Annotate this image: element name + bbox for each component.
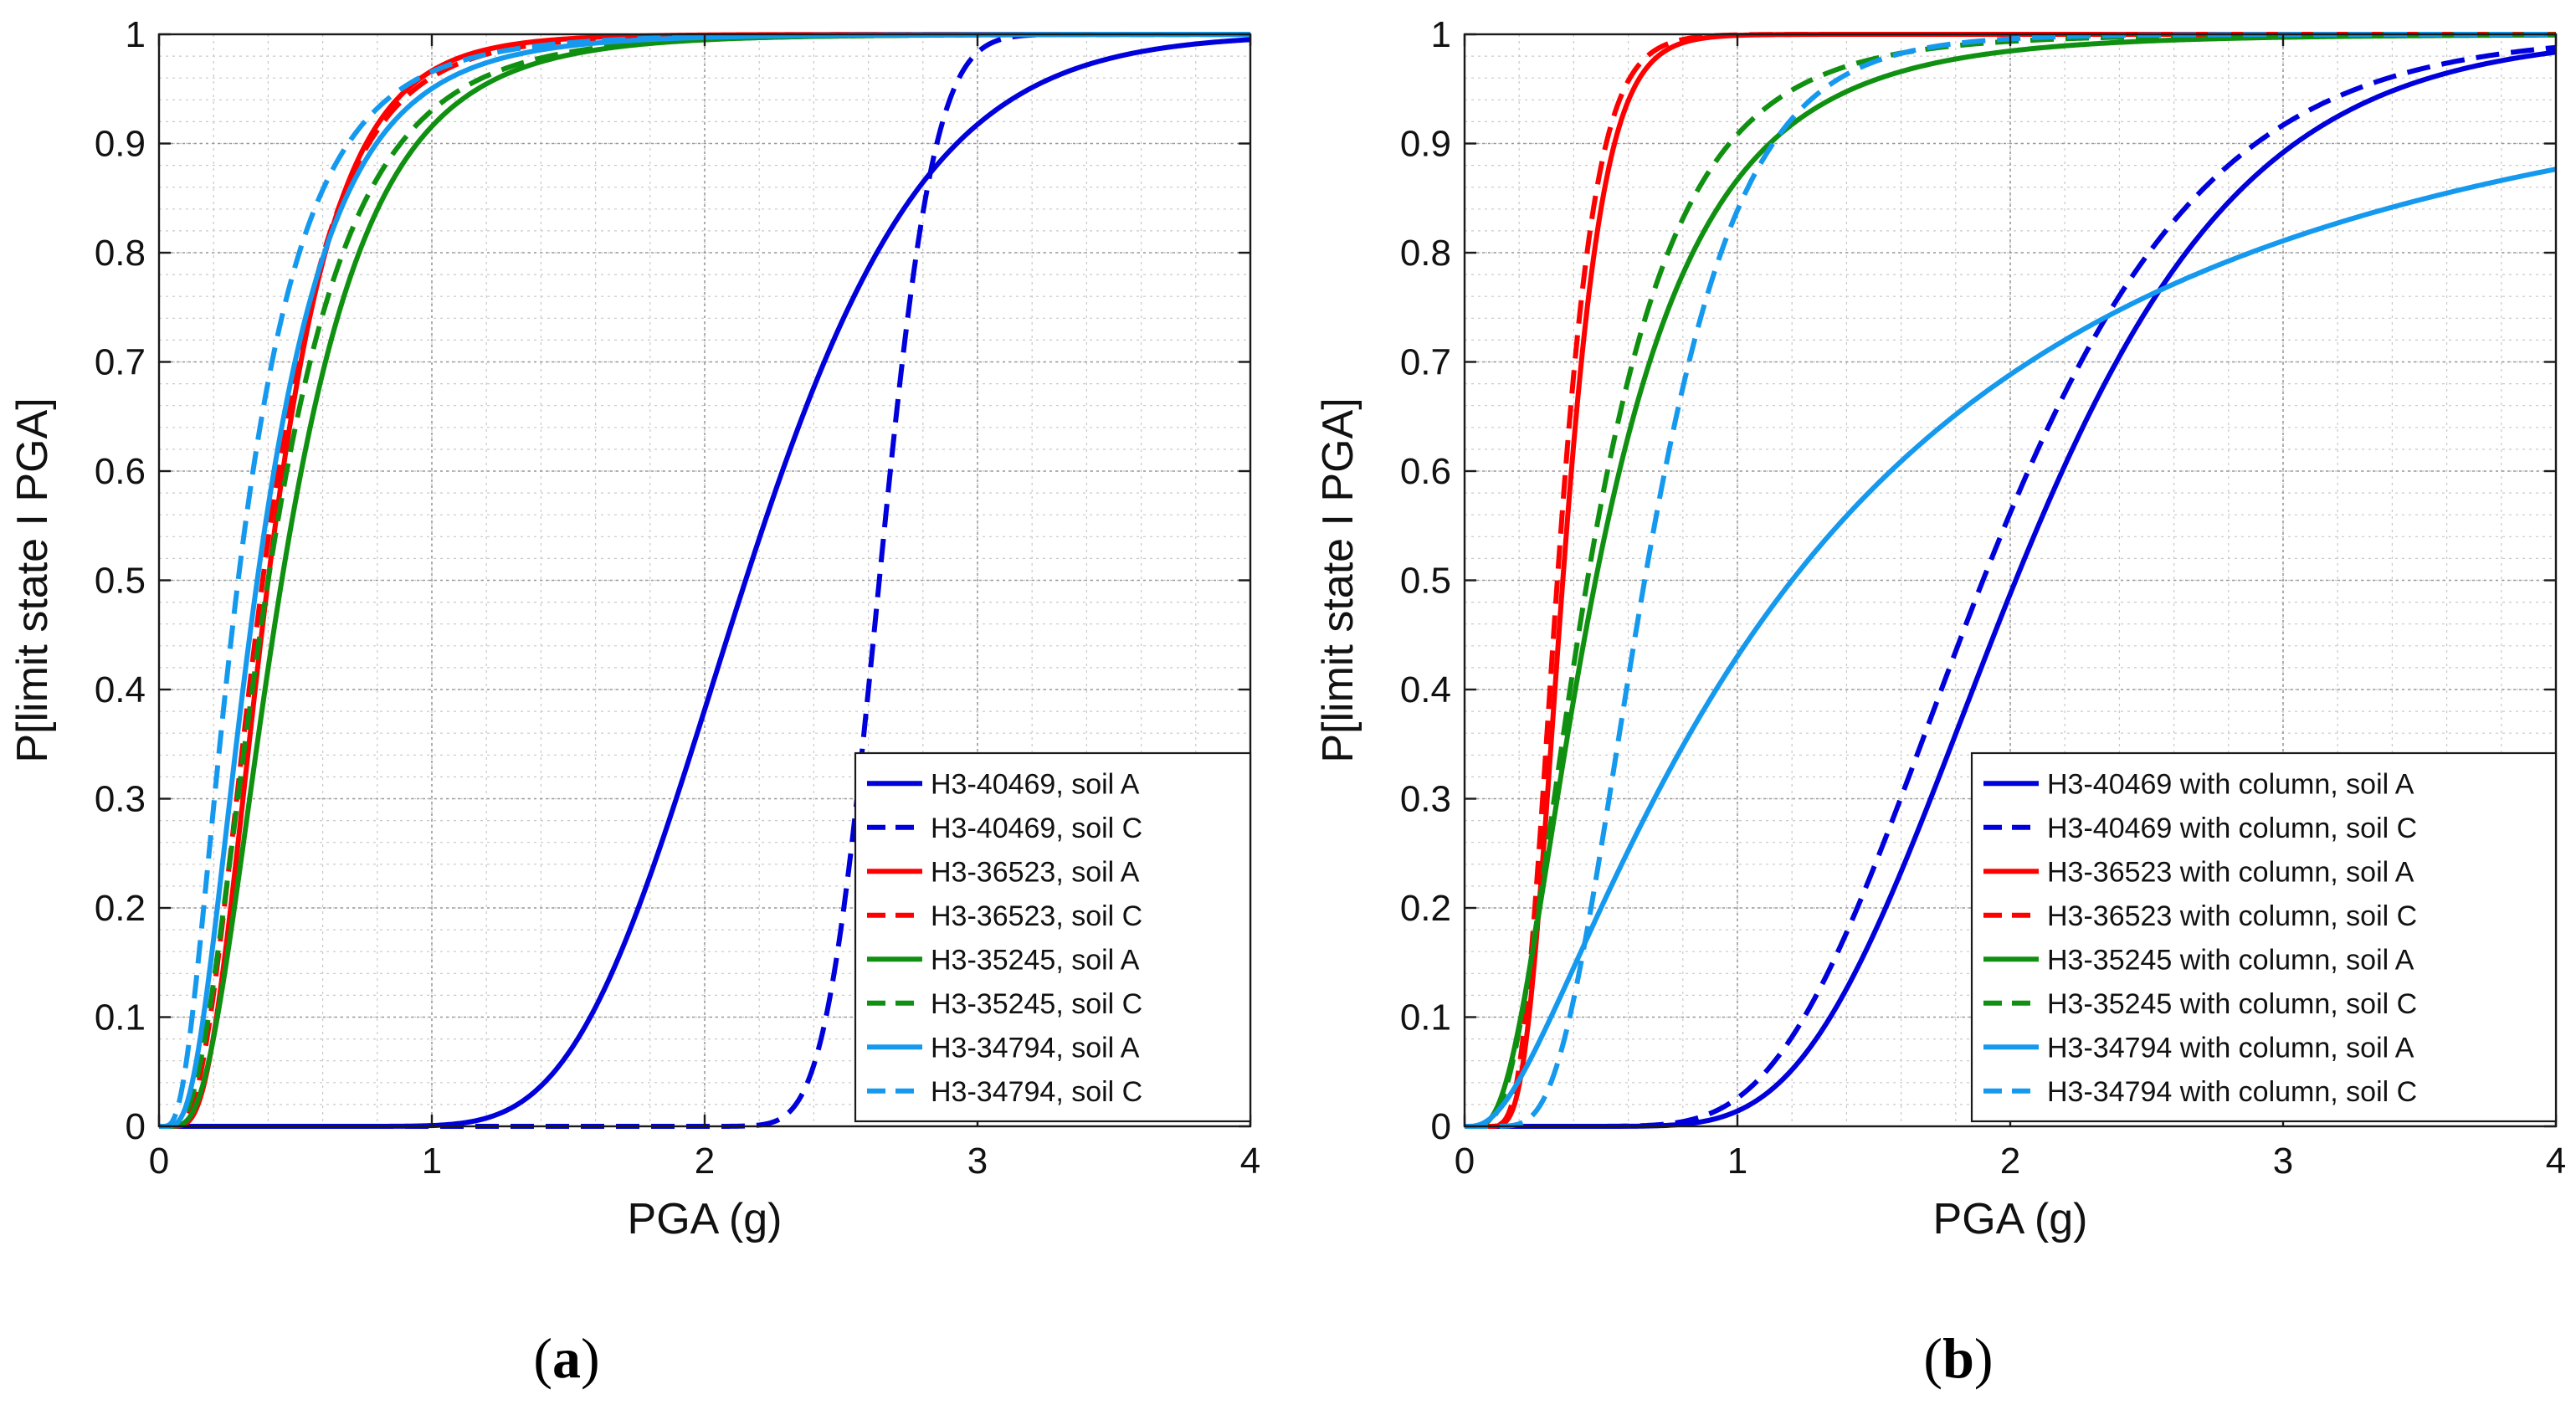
- y-tick-label: 0.4: [1400, 669, 1451, 710]
- legend: H3-40469, soil A H3-40469, soil C H3-36523…: [854, 751, 1252, 1123]
- x-axis-label: PGA (g): [628, 1195, 783, 1243]
- chart-panel-a: 0 1 2 3 4 0 0.1 0.2 0.3 0.4 0.5 0.6 0.7 0.8 0.9 1 PGA (g…: [8, 14, 1260, 1390]
- legend-label-6: H3-35245 with column, soil C: [2047, 988, 2417, 1020]
- caption-letter: a: [552, 1326, 581, 1390]
- y-tick-label: 1: [126, 14, 146, 55]
- panel-caption: (a): [533, 1326, 599, 1390]
- legend-label-6: H3-35245, soil C: [931, 988, 1142, 1020]
- series-line-7: [1464, 167, 2557, 1129]
- x-tick-label: 0: [149, 1141, 169, 1182]
- y-tick-label: 0.2: [1400, 888, 1451, 929]
- caption-close-paren: ): [1974, 1326, 1994, 1390]
- y-tick-label: 0: [1431, 1106, 1451, 1147]
- y-tick-label: 0.5: [1400, 561, 1451, 602]
- x-tick-label: 0: [1455, 1141, 1475, 1182]
- y-tick-label: 0.8: [95, 233, 146, 274]
- y-tick-label: 0.6: [1400, 451, 1451, 492]
- legend-label-8: H3-34794 with column, soil C: [2047, 1076, 2417, 1108]
- legend-label-4: H3-36523 with column, soil C: [2047, 900, 2417, 932]
- caption-letter: b: [1942, 1326, 1974, 1390]
- y-tick-label: 0.3: [1400, 779, 1451, 820]
- x-tick-label: 2: [2000, 1141, 2020, 1182]
- legend-label-4: H3-36523, soil C: [931, 900, 1142, 932]
- y-tick-label: 0.1: [1400, 997, 1451, 1038]
- x-tick-label: 1: [422, 1141, 442, 1182]
- caption-open-paren: (: [533, 1326, 552, 1390]
- x-tick-label: 4: [1240, 1141, 1260, 1182]
- y-tick-label: 0.8: [1400, 233, 1451, 274]
- legend-label-2: H3-40469, soil C: [931, 813, 1142, 844]
- x-tick-label: 4: [2546, 1141, 2566, 1182]
- y-tick-label: 0.7: [95, 342, 146, 383]
- legend-label-3: H3-36523 with column, soil A: [2047, 856, 2414, 888]
- y-tick-label: 0.9: [95, 124, 146, 165]
- y-tick-label: 0.7: [1400, 342, 1451, 383]
- y-axis-label: P[limit state I PGA]: [8, 397, 57, 762]
- legend-box: [1970, 751, 2558, 1123]
- y-tick-label: 0.5: [95, 561, 146, 602]
- x-tick-label: 3: [967, 1141, 988, 1182]
- legend-box: [854, 751, 1252, 1123]
- y-tick-label: 0.2: [95, 888, 146, 929]
- legend-label-7: H3-34794 with column, soil A: [2047, 1032, 2414, 1064]
- legend-label-3: H3-36523, soil A: [931, 856, 1140, 888]
- major-grid: [158, 33, 1251, 1127]
- y-tick-label: 1: [1431, 14, 1451, 55]
- x-tick-label: 3: [2273, 1141, 2293, 1182]
- legend-label-5: H3-35245 with column, soil A: [2047, 944, 2414, 976]
- series-line-5: [1464, 32, 2557, 1129]
- legend-label-1: H3-40469, soil A: [931, 768, 1140, 800]
- caption-open-paren: (: [1923, 1326, 1942, 1390]
- y-tick-label: 0.1: [95, 997, 146, 1038]
- x-tick-label: 1: [1727, 1141, 1747, 1182]
- y-tick-label: 0.4: [95, 669, 146, 710]
- y-tick-label: 0.9: [1400, 124, 1451, 165]
- y-axis-label: P[limit state I PGA]: [1314, 397, 1362, 762]
- panel-caption: (b): [1923, 1326, 1993, 1390]
- legend-label-1: H3-40469 with column, soil A: [2047, 768, 2414, 800]
- legend-label-8: H3-34794, soil C: [931, 1076, 1142, 1108]
- y-tick-label: 0.3: [95, 779, 146, 820]
- legend: H3-40469 with column, soil A H3-40469 wit…: [1970, 751, 2558, 1123]
- x-tick-label: 2: [695, 1141, 715, 1182]
- y-tick-label: 0.6: [95, 451, 146, 492]
- legend-label-2: H3-40469 with column, soil C: [2047, 813, 2417, 844]
- y-tick-label: 0: [126, 1106, 146, 1147]
- chart-panel-b: 0 1 2 3 4 0 0.1 0.2 0.3 0.4 0.5 0.6 0.7 0.8 0.9 1 PGA (g…: [1314, 14, 2566, 1390]
- caption-close-paren: ): [581, 1326, 600, 1390]
- x-axis-label: PGA (g): [1933, 1195, 2088, 1243]
- legend-label-5: H3-35245, soil A: [931, 944, 1140, 976]
- legend-label-7: H3-34794, soil A: [931, 1032, 1140, 1064]
